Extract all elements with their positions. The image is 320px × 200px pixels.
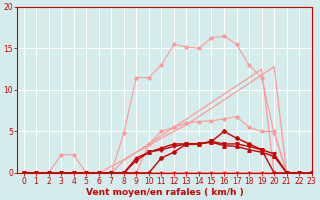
- X-axis label: Vent moyen/en rafales ( km/h ): Vent moyen/en rafales ( km/h ): [86, 188, 244, 197]
